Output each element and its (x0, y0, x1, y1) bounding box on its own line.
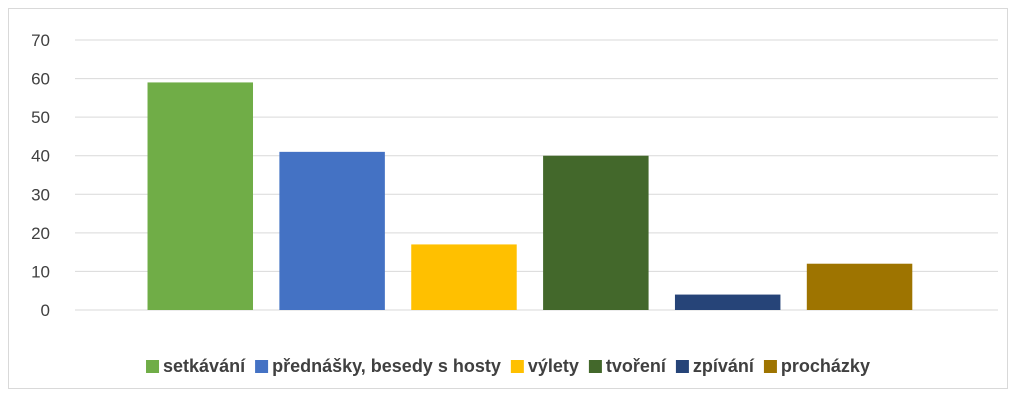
legend-label: setkávání (163, 356, 246, 376)
y-axis-ticks: 0 10 20 30 40 50 60 70 (31, 31, 50, 320)
bar-6 (806, 263, 913, 310)
legend-label: přednášky, besedy s hosty (272, 356, 501, 376)
legend-label: výlety (528, 356, 579, 376)
legend-swatch (763, 360, 777, 373)
legend-swatch (588, 360, 602, 373)
legend-item: zpívání (675, 356, 755, 376)
bars (147, 82, 913, 310)
legend-swatch (510, 360, 524, 373)
bar-4 (543, 155, 649, 310)
bar-2 (279, 151, 385, 310)
y-tick-label: 10 (31, 262, 50, 281)
legend-item: procházky (763, 356, 870, 376)
y-tick-label: 60 (31, 70, 50, 89)
y-tick-label: 50 (31, 108, 50, 127)
bar-1 (147, 82, 254, 310)
legend-swatch (675, 360, 689, 373)
legend-swatch (146, 360, 160, 373)
bar-5 (674, 294, 781, 310)
y-tick-label: 20 (31, 224, 50, 243)
bar-3 (411, 244, 517, 310)
legend-swatch (255, 360, 269, 373)
y-tick-label: 40 (31, 147, 50, 166)
legend-label: tvoření (606, 356, 667, 376)
legend-item: tvoření (588, 356, 667, 376)
legend: setkávání přednášky, besedy s hosty výlety… (146, 356, 870, 376)
legend-item: výlety (510, 356, 579, 376)
y-tick-label: 70 (31, 31, 50, 50)
y-tick-label: 30 (31, 185, 50, 204)
legend-label: zpívání (693, 356, 755, 376)
legend-label: procházky (781, 356, 870, 376)
legend-item: setkávání (146, 356, 246, 376)
y-tick-label: 0 (41, 301, 50, 320)
legend-item: přednášky, besedy s hosty (255, 356, 501, 376)
